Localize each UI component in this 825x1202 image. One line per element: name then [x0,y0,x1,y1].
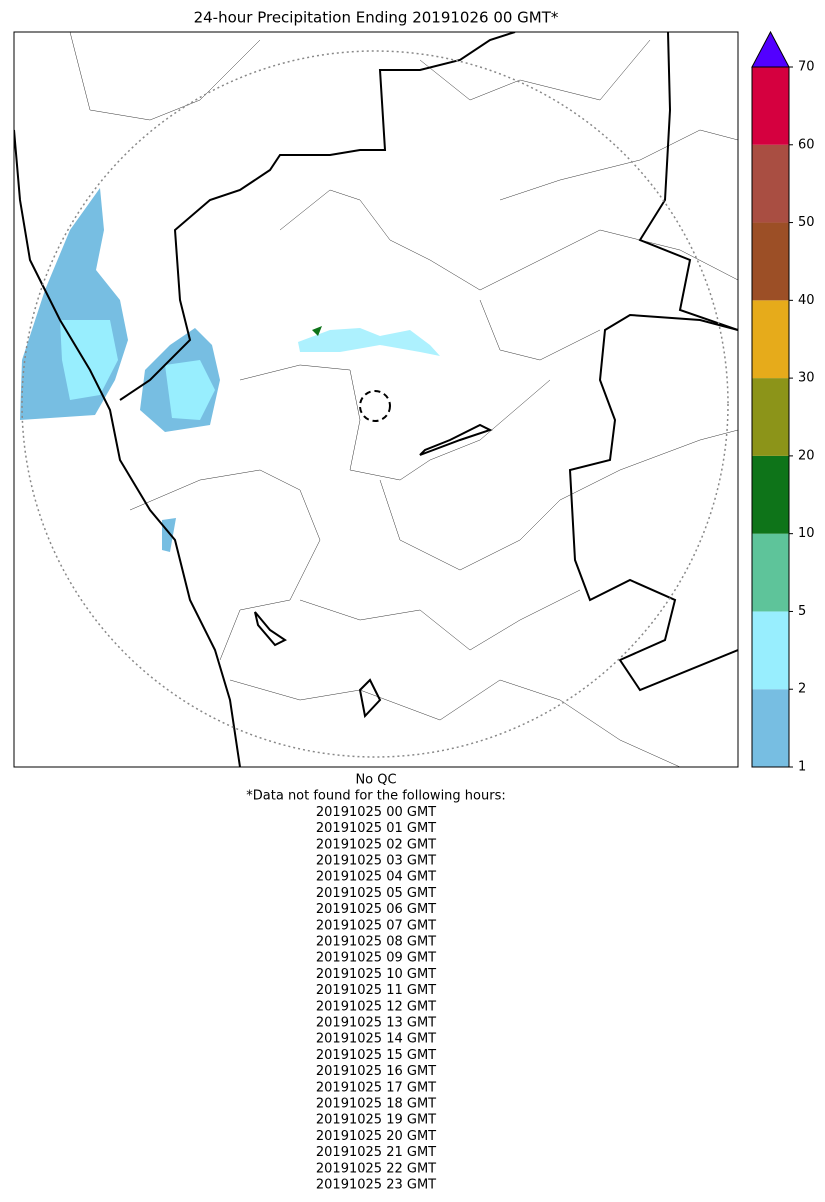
note-line: 20191025 12 GMT [316,999,436,1014]
colorbar-frame [751,66,790,768]
colorbar-tick-label: 30 [798,371,815,386]
colorbar-tick-label: 2 [798,682,806,697]
note-line: 20191025 17 GMT [316,1080,436,1095]
map [13,31,739,768]
colorbar-tick-label: 40 [798,293,815,308]
note-line: 20191025 22 GMT [316,1161,436,1176]
colorbar-segment [752,455,789,534]
colorbar-tick-label: 70 [798,60,815,75]
note-line: 20191025 02 GMT [316,837,436,852]
colorbar-segment [752,533,789,612]
note-line: 20191025 21 GMT [316,1145,436,1160]
note-line: *Data not found for the following hours: [246,789,505,804]
note-line: 20191025 06 GMT [316,902,436,917]
note-line: 20191025 18 GMT [316,1097,436,1112]
radar-range-ring [21,50,729,758]
colorbar-segment [752,67,789,145]
colorbar-tick-label: 5 [798,604,806,619]
note-line: No QC [355,773,396,788]
colorbar-tick-label: 20 [798,448,815,463]
note-line: 20191025 08 GMT [316,935,436,950]
note-line: 20191025 23 GMT [316,1178,436,1193]
note-line: 20191025 20 GMT [316,1129,436,1144]
colorbar-tick-label: 50 [798,215,815,230]
map-title: 24-hour Precipitation Ending 20191026 00… [194,9,559,27]
colorbar-segment [752,611,789,690]
precip-area [165,360,215,420]
colorbar-tick-label: 60 [798,137,815,152]
note-line: 20191025 05 GMT [316,886,436,901]
note-line: 20191025 16 GMT [316,1064,436,1079]
colorbar: 1 2 5 10 20 30 40 50 60 70 [751,30,815,775]
state-borders [14,32,738,767]
precip-area [312,326,322,336]
colorbar-tick-label: 1 [798,760,806,775]
note-line: 20191025 01 GMT [316,821,436,836]
precip-area [298,328,440,356]
notes: No QC*Data not found for the following h… [246,773,505,1193]
colorbar-segment [752,300,789,379]
note-line: 20191025 13 GMT [316,1016,436,1031]
colorbar-segment [752,689,789,767]
colorbar-segment [752,222,789,301]
precip-area [60,320,118,400]
note-line: 20191025 09 GMT [316,951,436,966]
note-line: 20191025 10 GMT [316,967,436,982]
colorbar-segment [752,378,789,456]
note-line: 20191025 07 GMT [316,918,436,933]
colorbar-tick-label: 10 [798,526,815,541]
radar-site [359,390,391,422]
note-line: 20191025 04 GMT [316,870,436,885]
colorbar-extend [751,30,790,68]
map-frame [13,31,739,768]
note-line: 20191025 15 GMT [316,1048,436,1063]
colorbar-segment [752,144,789,223]
precip-area [162,518,176,552]
note-line: 20191025 00 GMT [316,805,436,820]
note-line: 20191025 14 GMT [316,1032,436,1047]
note-line: 20191025 11 GMT [316,983,436,998]
note-line: 20191025 19 GMT [316,1113,436,1128]
note-line: 20191025 03 GMT [316,854,436,869]
